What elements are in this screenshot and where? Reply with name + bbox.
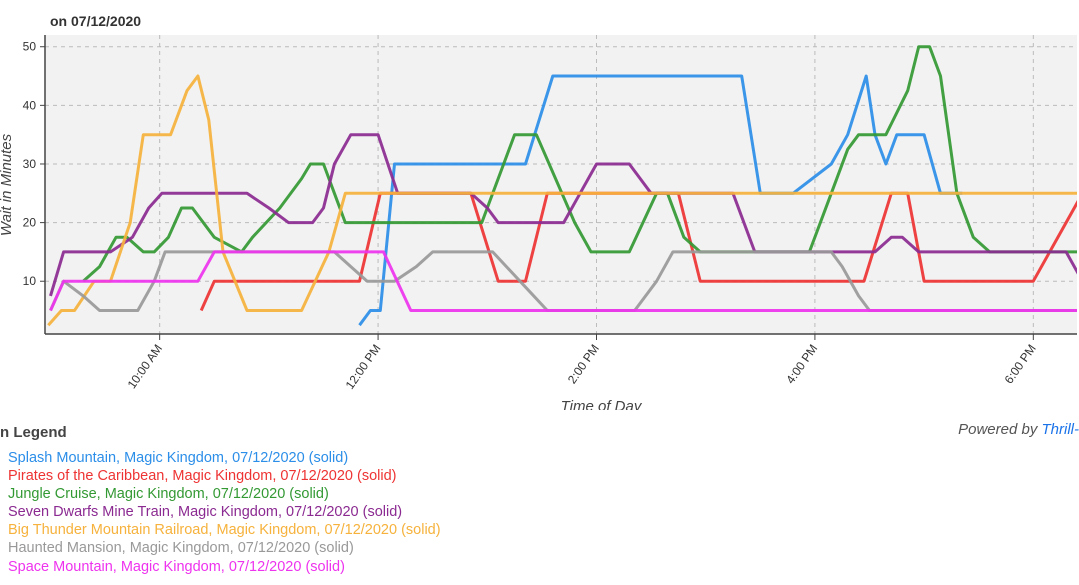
chart-title: on 07/12/2020	[50, 13, 141, 29]
legend-item[interactable]: Space Mountain, Magic Kingdom, 07/12/202…	[8, 558, 345, 575]
y-tick-label: 30	[23, 157, 37, 171]
x-axis-title: Time of Day	[561, 398, 643, 410]
powered-by-prefix: Powered by	[958, 421, 1042, 438]
powered-by-brand-link[interactable]: Thrill-	[1041, 421, 1079, 438]
series-line-jungle-cruise	[82, 45, 1077, 283]
y-tick-label: 40	[23, 98, 37, 112]
x-tick-label: 4:00 PM	[783, 342, 820, 387]
powered-by-credit: Powered by Thrill-	[958, 421, 1079, 438]
y-tick-label: 20	[23, 216, 37, 230]
x-tick-label: 6:00 PM	[1002, 342, 1039, 387]
legend-item[interactable]: Seven Dwarfs Mine Train, Magic Kingdom, …	[8, 504, 403, 521]
y-tick-label: 50	[23, 40, 37, 54]
series-line-big-thunder-mountain-railroad	[47, 74, 1077, 327]
x-tick-label: 10:00 AM	[125, 342, 166, 392]
legend-title: n Legend	[0, 424, 67, 441]
legend-item[interactable]: Big Thunder Mountain Railroad, Magic Kin…	[8, 522, 441, 539]
legend-item[interactable]: Pirates of the Caribbean, Magic Kingdom,…	[8, 468, 397, 485]
series-line-space-mountain	[49, 250, 1077, 312]
wait-time-chart: 10 20 30 40 50 10:00 AM 12:00 PM 2:00 PM 4:00 PM…	[0, 13, 1077, 410]
legend-item[interactable]: Jungle Cruise, Magic Kingdom, 07/12/2020…	[8, 486, 329, 503]
y-axis-title: Wait in Minutes	[0, 133, 15, 236]
x-tick-label: 2:00 PM	[565, 342, 602, 387]
legend-item[interactable]: Haunted Mansion, Magic Kingdom, 07/12/20…	[8, 540, 354, 557]
legend-item[interactable]: Splash Mountain, Magic Kingdom, 07/12/20…	[8, 450, 349, 466]
legend-list: Splash Mountain, Magic Kingdom, 07/12/20…	[8, 449, 441, 576]
series-line-seven-dwarfs-mine-train	[49, 133, 1077, 297]
x-tick-label: 12:00 PM	[343, 342, 384, 392]
y-tick-label: 10	[23, 274, 37, 288]
chart-canvas: 10 20 30 40 50 10:00 AM 12:00 PM 2:00 PM 4:00 PM…	[0, 13, 1077, 410]
series-line-splash-mountain	[358, 74, 963, 327]
